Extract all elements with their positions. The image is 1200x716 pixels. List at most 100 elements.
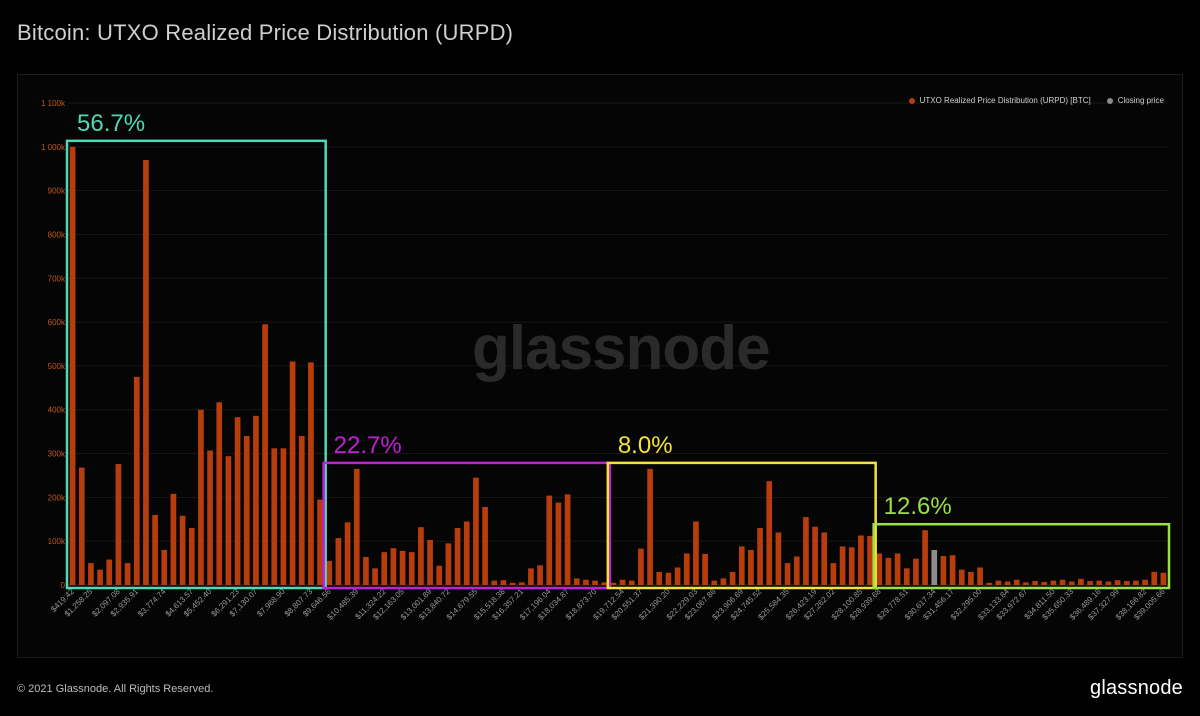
x-tick-label: $3,774.74 (136, 587, 168, 619)
bar (573, 578, 580, 585)
bar (583, 579, 589, 585)
bar (1087, 581, 1093, 585)
bar (546, 495, 553, 585)
bar (1041, 581, 1048, 585)
bar (638, 548, 644, 585)
bar (473, 477, 479, 585)
bar (803, 517, 809, 585)
y-tick-label: 800k (48, 230, 66, 239)
bar (88, 563, 94, 585)
bar (1105, 581, 1112, 585)
bar (408, 552, 415, 585)
bar (335, 538, 342, 585)
bar (170, 493, 177, 585)
bar (454, 528, 461, 585)
bar (647, 468, 653, 585)
bar (253, 415, 259, 585)
bar (528, 568, 534, 585)
bar (69, 146, 76, 585)
glassnode-watermark: glassnode (472, 314, 771, 383)
bar (555, 502, 562, 585)
bar (601, 582, 608, 585)
y-tick-label: 900k (48, 187, 66, 196)
bar (720, 578, 727, 585)
bar (78, 467, 85, 585)
closing-price-bar (931, 549, 938, 585)
bar (784, 563, 791, 585)
bar (821, 532, 828, 585)
bar (179, 515, 186, 585)
bar (949, 555, 956, 585)
bar (1142, 579, 1148, 585)
y-tick-label: 300k (48, 450, 66, 459)
bar (702, 553, 708, 585)
y-tick-label: 700k (48, 274, 66, 283)
bar (665, 572, 672, 585)
bar (748, 549, 754, 585)
bar (1059, 579, 1066, 585)
bar (977, 567, 983, 585)
bar (326, 560, 333, 585)
bar (894, 553, 901, 585)
bar (198, 409, 204, 585)
bar (812, 526, 818, 585)
bar (1050, 580, 1057, 585)
bar (1123, 581, 1130, 585)
bar (188, 528, 195, 585)
bar (537, 565, 543, 585)
y-tick-label: 400k (48, 406, 66, 415)
y-tick-label: 1 100k (41, 99, 66, 108)
bar (674, 567, 681, 585)
bar (757, 528, 763, 585)
bar (216, 402, 223, 585)
bar (592, 580, 598, 585)
bar (876, 553, 883, 585)
bar (1133, 580, 1139, 585)
legend-item-urpd[interactable]: UTXO Realized Price Distribution (URPD) … (908, 96, 1091, 105)
bar (271, 448, 278, 585)
bar (97, 569, 103, 585)
group-box-4 (872, 522, 1171, 590)
bar (830, 563, 837, 585)
bar (243, 436, 250, 585)
bar (491, 580, 498, 585)
chart-panel: 0 100k 200k 300k 400k 500k 600k 700k 800k 900k 1 0… (17, 74, 1183, 658)
bar (436, 565, 443, 585)
bar (839, 546, 846, 585)
copyright-text: © 2021 Glassnode. All Rights Reserved. (17, 683, 214, 695)
bar (693, 521, 699, 585)
glassnode-logo: glassnode (1090, 677, 1183, 699)
group-percentage-label: 56.7% (77, 110, 145, 137)
bar (711, 580, 718, 585)
bar (656, 571, 663, 585)
bar (399, 550, 406, 585)
legend-swatch-urpd (908, 97, 915, 104)
bar (418, 527, 424, 585)
bar (766, 481, 773, 585)
bar (115, 464, 122, 585)
x-tick-label: $7,968.90 (255, 587, 287, 619)
bar (509, 582, 516, 585)
bar (225, 456, 232, 585)
bar (143, 159, 149, 586)
bar (867, 535, 873, 585)
bar (1114, 580, 1121, 585)
bar (913, 558, 919, 585)
bar (793, 556, 800, 585)
bar (1032, 581, 1038, 585)
chart-legend: UTXO Realized Price Distribution (URPD) … (908, 96, 1164, 105)
bar (1068, 581, 1075, 585)
legend-item-closing-price[interactable]: Closing price (1106, 96, 1164, 105)
bar (207, 450, 213, 585)
bar (940, 556, 947, 585)
bar (427, 539, 433, 585)
y-tick-label: 600k (48, 318, 66, 327)
bar (344, 522, 351, 585)
bar (381, 552, 388, 585)
bar (482, 507, 488, 585)
bar (1023, 582, 1029, 585)
y-tick-label: 500k (48, 362, 66, 371)
bar (1151, 571, 1158, 585)
y-tick-label: 0 (61, 581, 66, 590)
bar (106, 559, 113, 585)
